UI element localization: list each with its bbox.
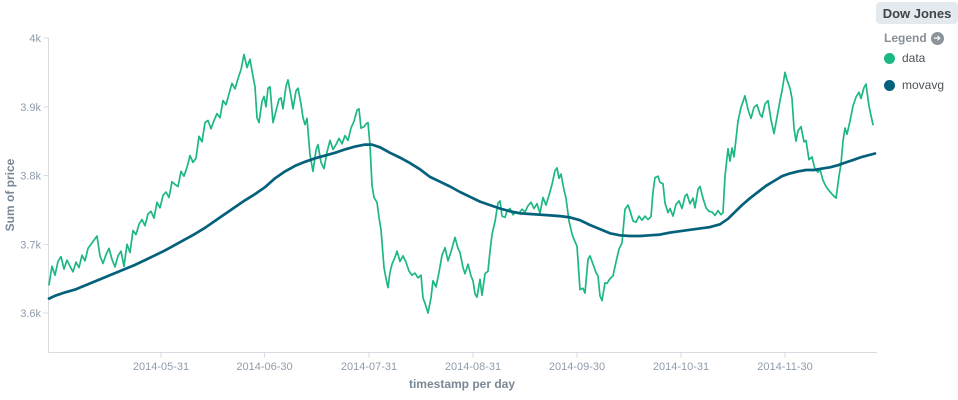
x-axis-title: timestamp per day — [409, 377, 515, 391]
series-line-movavg[interactable] — [47, 143, 877, 300]
legend-item-data[interactable]: data — [884, 51, 944, 65]
legend-item-label: data — [902, 51, 926, 65]
x-tick-label: 2014-07-31 — [341, 361, 397, 373]
legend-toggle[interactable]: Legend ➔ — [884, 31, 944, 45]
y-tick-label: 4k — [29, 33, 41, 45]
x-tick-label: 2014-10-31 — [653, 361, 709, 373]
y-tick-label: 3.7k — [20, 239, 41, 251]
legend-item-movavg[interactable]: movavg — [884, 78, 944, 92]
series-color-dot — [884, 52, 895, 64]
x-tick-label: 2014-06-30 — [236, 361, 292, 373]
x-tick-label: 2014-11-30 — [757, 361, 812, 373]
y-tick-label: 3.6k — [20, 308, 41, 320]
series-lines[interactable] — [47, 53, 877, 314]
y-tick-label: 3.8k — [20, 171, 41, 183]
visualization-title: Dow Jones — [876, 2, 958, 24]
circle-arrow-right-icon: ➔ — [930, 31, 944, 45]
legend: Legend ➔ data movavg — [884, 31, 944, 92]
x-tick-label: 2014-09-30 — [549, 361, 605, 373]
legend-item-label: movavg — [902, 78, 945, 92]
y-axis-title: Sum of price — [3, 158, 17, 231]
y-tick-label: 3.9k — [20, 102, 41, 114]
series-line-data[interactable] — [48, 53, 874, 314]
legend-items: data movavg — [884, 51, 944, 92]
series-color-dot — [884, 79, 895, 91]
x-tick-label: 2014-05-31 — [133, 361, 189, 373]
x-axis-ticks: 2014-05-31 2014-06-30 2014-07-31 2014-08-31… — [133, 352, 813, 373]
y-axis-ticks: 4k 3.9k 3.8k 3.7k 3.6k — [20, 33, 49, 320]
legend-header-label: Legend — [884, 31, 927, 45]
x-tick-label: 2014-08-31 — [445, 361, 501, 373]
